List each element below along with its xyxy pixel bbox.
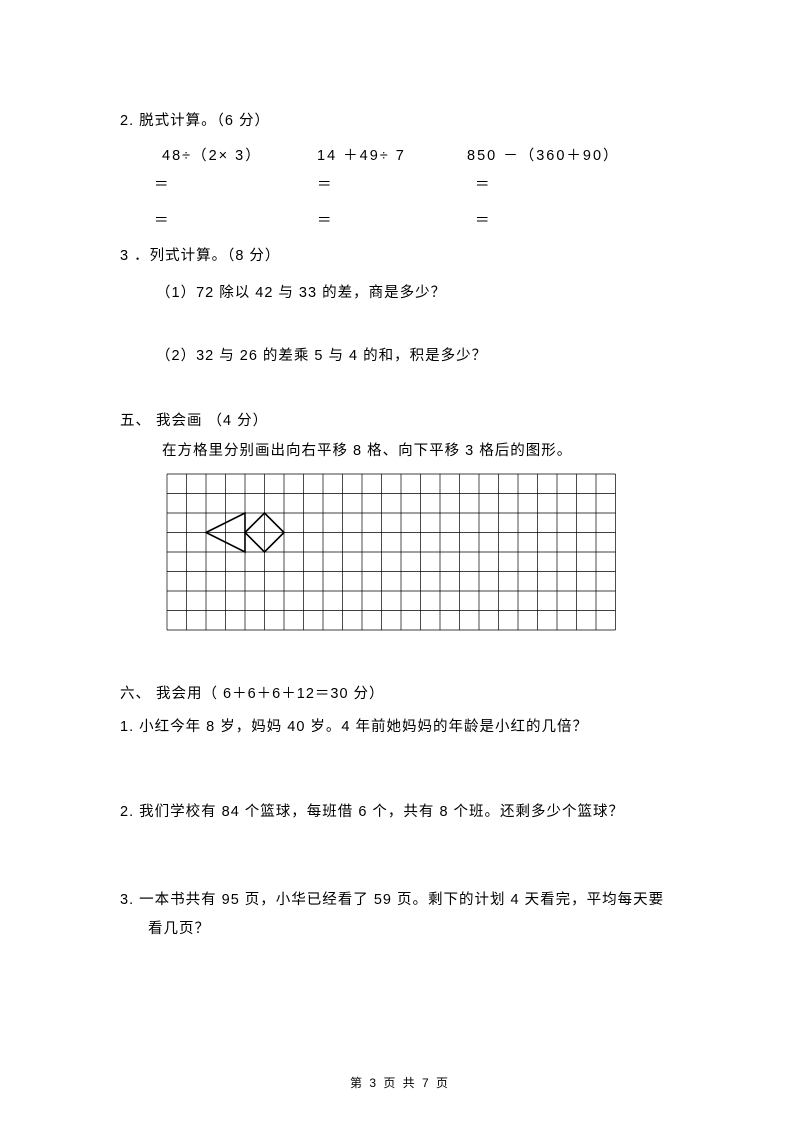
eq-cell: ＝ — [317, 210, 475, 233]
s5-desc: 在方格里分别画出向右平移 8 格、向下平移 3 格后的图形。 — [162, 440, 690, 463]
eq-cell: ＝ — [154, 210, 317, 233]
eq-cell: ＝ — [475, 210, 491, 233]
q3-title: 3 ．列式计算。（8 分） — [120, 245, 690, 268]
q2-expressions: 48÷（2× 3） 14 ＋49÷ 7 850 －（360＋90） — [162, 145, 690, 168]
s6-p2: 2. 我们学校有 84 个篮球，每班借 6 个，共有 8 个班。还剩多少个篮球？ — [120, 801, 690, 824]
s6-p3: 3. 一本书共有 95 页，小华已经看了 59 页。剩下的计划 4 天看完，平均… — [120, 886, 690, 944]
q2-eq-row1: ＝ ＝ ＝ — [154, 174, 690, 197]
eq-cell: ＝ — [475, 174, 491, 197]
q2-eq-row2: ＝ ＝ ＝ — [154, 210, 690, 233]
q2-expr3: 850 －（360＋90） — [467, 145, 620, 168]
grid-svg — [166, 473, 617, 631]
page-footer: 第 3 页 共 7 页 — [0, 1074, 800, 1093]
q2-expr1: 48÷（2× 3） — [162, 145, 317, 168]
q3-sub2: （2）32 与 26 的差乘 5 与 4 的和，积是多少？ — [156, 345, 690, 368]
eq-cell: ＝ — [154, 174, 317, 197]
section5: 五、 我会画 （4 分） 在方格里分别画出向右平移 8 格、向下平移 3 格后的… — [120, 410, 690, 639]
q2-expr2: 14 ＋49÷ 7 — [317, 145, 467, 168]
q2-title: 2. 脱式计算。（6 分） — [120, 110, 690, 133]
section6: 六、 我会用（ 6＋6＋6＋12＝30 分） 1. 小红今年 8 岁，妈妈 40… — [120, 683, 690, 945]
grid-figure — [166, 473, 690, 639]
q3-sub1: （1）72 除以 42 与 33 的差，商是多少？ — [156, 282, 690, 305]
s6-p1: 1. 小红今年 8 岁，妈妈 40 岁。4 年前她妈妈的年龄是小红的几倍？ — [120, 716, 690, 739]
s6-p3-line1: 3. 一本书共有 95 页，小华已经看了 59 页。剩下的计划 4 天看完，平均… — [120, 892, 664, 908]
s6-p3-line2: 看几页？ — [148, 921, 210, 937]
s5-title: 五、 我会画 （4 分） — [120, 410, 690, 433]
eq-cell: ＝ — [317, 174, 475, 197]
s6-title: 六、 我会用（ 6＋6＋6＋12＝30 分） — [120, 683, 690, 706]
